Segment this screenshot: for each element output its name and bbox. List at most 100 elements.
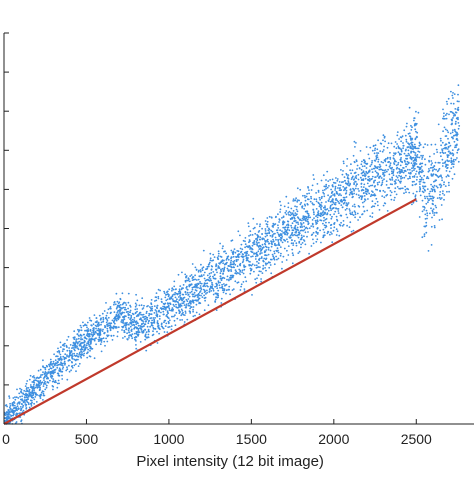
scatter-point [131,333,134,335]
scatter-point [170,296,173,299]
scatter-point [130,321,133,324]
scatter-point [188,278,190,280]
scatter-point [25,388,28,390]
scatter-point [345,213,348,216]
scatter-point [93,314,96,316]
scatter-point [439,137,442,140]
scatter-point [63,345,66,347]
scatter-point [174,291,177,294]
scatter-point [451,177,454,180]
scatter-point [401,135,404,138]
scatter-point [376,175,379,177]
x-tick-label: 0 [2,431,10,447]
scatter-point [395,179,397,181]
scatter-point [316,183,319,185]
scatter-point [330,231,332,234]
scatter-point [35,383,38,386]
scatter-point [419,162,422,165]
scatter-point [298,250,301,253]
scatter-point [181,299,184,302]
scatter-point [267,261,270,264]
scatter-point [26,393,29,396]
scatter-point [194,278,197,281]
scatter-point [289,211,292,214]
scatter-point [222,262,225,265]
scatter-point [452,97,454,99]
scatter-point [163,305,166,308]
scatter-point [325,221,327,224]
scatter-point [380,177,383,179]
scatter-point [427,201,429,204]
scatter-point [446,112,448,115]
scatter-point [376,182,379,184]
scatter-point [237,281,240,284]
scatter-point [86,321,89,324]
scatter-point [443,147,445,150]
scatter-point [288,213,290,216]
scatter-point [52,372,55,375]
scatter-point [441,165,444,167]
scatter-point [234,269,237,271]
scatter-point [440,139,442,142]
scatter-point [263,251,266,254]
scatter-point [408,191,411,194]
scatter-point [174,324,177,327]
scatter-point [280,239,282,242]
scatter-point [418,144,421,147]
scatter-point [397,145,400,148]
scatter-point [200,263,202,266]
scatter-point [54,364,56,367]
scatter-point [200,288,203,291]
scatter-point [329,196,331,199]
scatter-point [171,298,174,301]
scatter-point [26,380,29,382]
scatter-point [415,190,418,193]
scatter-point [226,256,229,258]
scatter-point [288,210,291,213]
scatter-point [243,288,246,290]
scatter-point [315,192,317,194]
scatter-point [433,226,436,229]
scatter-point [369,215,372,218]
scatter-point [444,128,447,131]
scatter-point [351,213,354,216]
scatter-point [261,272,264,274]
scatter-point [150,313,153,316]
scatter-point [360,186,363,188]
scatter-point [175,311,178,314]
scatter-point [163,290,166,293]
scatter-point [18,401,21,404]
scatter-point [312,231,315,234]
scatter-point [116,311,119,314]
scatter-point [218,262,221,265]
scatter-point [372,144,375,147]
scatter-point [430,173,433,176]
scatter-point [156,320,159,322]
scatter-point [43,379,45,381]
scatter-point [340,169,342,171]
scatter-point [88,317,91,319]
scatter-point [330,209,332,212]
scatter-point [343,176,346,179]
scatter-point [453,173,456,176]
scatter-point [366,172,369,175]
scatter-point [446,156,449,159]
scatter-point [416,156,419,159]
scatter-point [439,193,441,196]
scatter-point [324,206,326,209]
scatter-point [286,238,288,241]
scatter-point [295,244,298,247]
scatter-point [357,173,360,176]
scatter-point [339,224,342,227]
scatter-point [365,193,368,196]
scatter-point [378,163,381,166]
scatter-point [299,222,302,224]
scatter-point [244,265,247,268]
scatter-point [103,332,105,334]
scatter-point [75,370,77,373]
scatter-point [457,84,460,87]
scatter-point [374,185,376,187]
scatter-point [156,315,159,318]
scatter-point [178,299,181,301]
scatter-point [82,333,85,336]
